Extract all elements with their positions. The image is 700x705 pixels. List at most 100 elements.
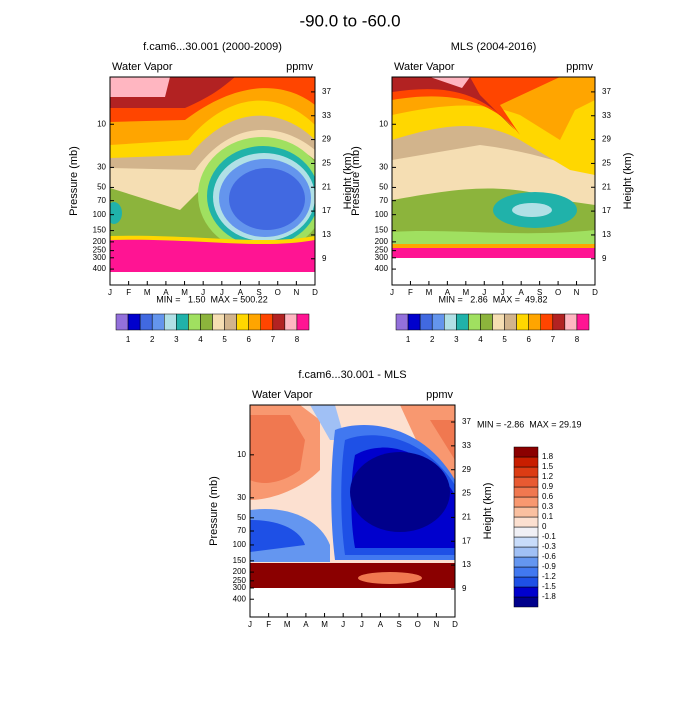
y2-tick-label: 25 bbox=[322, 159, 331, 168]
y2-tick-label: 25 bbox=[602, 159, 611, 168]
x-tick-label: F bbox=[126, 288, 131, 297]
colorbar-box bbox=[513, 506, 539, 518]
colorbar-label: 3 bbox=[454, 335, 459, 344]
y2-tick-label: 13 bbox=[602, 230, 611, 239]
y2-axis-label: Height (km) bbox=[342, 153, 354, 210]
colorbar-box bbox=[513, 596, 539, 608]
colorbar-box bbox=[513, 556, 539, 568]
colorbar-label: 0.9 bbox=[542, 482, 554, 491]
colorbar-box bbox=[513, 516, 539, 528]
colorbar-label: 1 bbox=[126, 335, 131, 344]
x-tick-label: A bbox=[445, 288, 451, 297]
x-tick-label: O bbox=[415, 620, 421, 629]
y2-tick-label: 37 bbox=[462, 417, 471, 426]
y2-axis-label: Height (km) bbox=[482, 483, 494, 540]
y-tick-label: 400 bbox=[375, 264, 389, 273]
colorbar-box bbox=[212, 313, 225, 331]
colorbar-box bbox=[395, 313, 409, 331]
colorbar-box bbox=[456, 313, 469, 331]
y2-tick-label: 21 bbox=[322, 182, 331, 191]
left-label: Water Vapor bbox=[394, 61, 455, 73]
x-tick-label: A bbox=[378, 620, 384, 629]
y-tick-label: 50 bbox=[97, 183, 106, 192]
colorbar-label: 7 bbox=[551, 335, 556, 344]
colorbar-label: 4 bbox=[478, 335, 483, 344]
y2-tick-label: 13 bbox=[322, 230, 331, 239]
y-tick-label: 10 bbox=[379, 119, 388, 128]
colorbar-label: 2 bbox=[430, 335, 435, 344]
right-label: ppmv bbox=[426, 389, 453, 401]
colorbar-box bbox=[139, 313, 153, 331]
y2-tick-label: 9 bbox=[322, 254, 327, 263]
colorbar-box bbox=[407, 313, 421, 331]
y-axis-label: Pressure (mb) bbox=[350, 146, 362, 216]
y2-tick-label: 13 bbox=[462, 560, 471, 569]
y2-tick-label: 29 bbox=[602, 135, 611, 144]
y-tick-label: 150 bbox=[233, 556, 247, 565]
y2-tick-label: 17 bbox=[602, 206, 611, 215]
y-axis-label: Pressure (mb) bbox=[68, 146, 80, 216]
colorbar-box bbox=[513, 466, 539, 478]
x-tick-label: S bbox=[537, 288, 542, 297]
y2-tick-label: 33 bbox=[462, 441, 471, 450]
x-tick-label: M bbox=[144, 288, 151, 297]
colorbar-label: 6 bbox=[526, 335, 531, 344]
y2-tick-label: 29 bbox=[462, 465, 471, 474]
y-tick-label: 250 bbox=[375, 246, 389, 255]
contour-fill bbox=[392, 77, 595, 285]
y-tick-label: 150 bbox=[93, 226, 107, 235]
x-tick-label: A bbox=[238, 288, 244, 297]
left-label: Water Vapor bbox=[252, 389, 313, 401]
colorbar-label: 0.6 bbox=[542, 492, 554, 501]
y2-tick-label: 29 bbox=[322, 135, 331, 144]
colorbar-box bbox=[480, 313, 493, 331]
colorbar-box bbox=[564, 313, 578, 331]
colorbar-box bbox=[513, 546, 539, 558]
x-tick-label: J bbox=[501, 288, 505, 297]
colorbar-label: -0.1 bbox=[542, 532, 556, 541]
x-tick-label: J bbox=[220, 288, 224, 297]
x-tick-label: J bbox=[248, 620, 252, 629]
colorbar-box bbox=[516, 313, 529, 331]
x-tick-label: A bbox=[303, 620, 309, 629]
colorbar-box bbox=[504, 313, 517, 331]
x-tick-label: D bbox=[452, 620, 458, 629]
x-tick-label: J bbox=[108, 288, 112, 297]
y-tick-label: 100 bbox=[233, 540, 247, 549]
colorbar-label: 1.5 bbox=[542, 462, 554, 471]
colorbar-label: -1.5 bbox=[542, 582, 556, 591]
panel-title: f.cam6...30.001 - MLS bbox=[298, 369, 406, 381]
colorbar-box bbox=[176, 313, 189, 331]
y-tick-label: 70 bbox=[237, 526, 246, 535]
left-label: Water Vapor bbox=[112, 61, 173, 73]
y-tick-label: 70 bbox=[379, 196, 388, 205]
stats-label: MIN = 2.86 MAX = 49.82 bbox=[438, 294, 547, 304]
y2-tick-label: 9 bbox=[462, 584, 467, 593]
figure-title: -90.0 to -60.0 bbox=[299, 11, 400, 30]
colorbar-box bbox=[164, 313, 177, 331]
y-tick-label: 100 bbox=[375, 210, 389, 219]
colorbar-box bbox=[513, 536, 539, 548]
colorbar-box bbox=[552, 313, 566, 331]
x-tick-label: N bbox=[433, 620, 439, 629]
x-tick-label: M bbox=[462, 288, 469, 297]
y2-tick-label: 17 bbox=[462, 536, 471, 545]
y-tick-label: 10 bbox=[97, 119, 106, 128]
panel-title: MLS (2004-2016) bbox=[451, 41, 537, 53]
y-tick-label: 50 bbox=[379, 183, 388, 192]
colorbar-label: -0.6 bbox=[542, 552, 556, 561]
y-tick-label: 300 bbox=[375, 253, 389, 262]
colorbar-box bbox=[248, 313, 261, 331]
colorbar-box bbox=[576, 313, 590, 331]
y-tick-label: 200 bbox=[233, 567, 247, 576]
colorbar-box bbox=[540, 313, 554, 331]
colorbar-box bbox=[444, 313, 457, 331]
colorbar-box bbox=[468, 313, 481, 331]
colorbar-box bbox=[188, 313, 201, 331]
y2-tick-label: 33 bbox=[602, 111, 611, 120]
x-tick-label: N bbox=[293, 288, 299, 297]
colorbar-box bbox=[492, 313, 505, 331]
colorbar-box bbox=[115, 313, 129, 331]
colorbar-label: 5 bbox=[222, 335, 227, 344]
colorbar-label: 5 bbox=[502, 335, 507, 344]
